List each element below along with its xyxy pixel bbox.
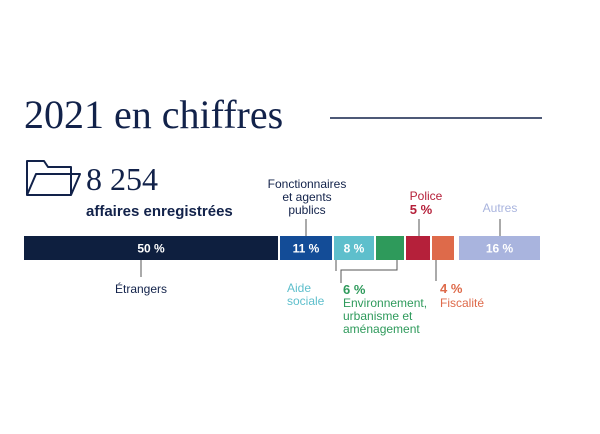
leader-environnement — [340, 260, 398, 283]
label-environnement-1: urbanisme et — [343, 309, 413, 323]
label-autres: Autres — [483, 201, 518, 215]
label-etrangers: Étrangers — [115, 281, 167, 296]
label-fonctionnaires-2: publics — [288, 203, 325, 217]
label-fonctionnaires-1: et agents — [282, 190, 331, 204]
bar-etrangers — [24, 236, 278, 260]
page-title: 2021 en chiffres — [24, 92, 283, 137]
value-label-autres: 16 % — [486, 242, 514, 256]
bar-autres — [459, 236, 540, 260]
bar-fonctionnaires — [280, 236, 332, 260]
bar-fiscalite — [432, 236, 454, 260]
label-environnement-0: Environnement, — [343, 296, 427, 310]
label-aide-sociale-0: Aide — [287, 281, 311, 295]
value-label-fonctionnaires: 11 % — [293, 242, 320, 256]
stacked-bar — [24, 236, 540, 260]
label-aide-sociale-1: sociale — [287, 294, 325, 308]
bar-environnement — [376, 236, 404, 260]
total-caption: affaires enregistrées — [86, 203, 233, 220]
folder-icon — [26, 160, 81, 196]
value-label-police: 5 % — [410, 202, 433, 217]
value-label-etrangers: 50 % — [137, 242, 165, 256]
value-labels: 50 % 11 % 8 % 16 % — [137, 242, 513, 256]
value-label-fiscalite: 4 % — [440, 281, 463, 296]
value-label-environnement: 6 % — [343, 282, 366, 297]
label-fonctionnaires-0: Fonctionnaires — [268, 177, 347, 191]
value-label-aide-sociale: 8 % — [344, 242, 365, 256]
bar-aide-sociale — [334, 236, 374, 260]
label-fiscalite: Fiscalité — [440, 296, 484, 310]
bar-police — [406, 236, 430, 260]
total-count: 8 254 — [86, 161, 158, 197]
leader-lines — [140, 219, 501, 283]
label-police: Police — [410, 189, 443, 203]
label-environnement-2: aménagement — [343, 322, 420, 336]
